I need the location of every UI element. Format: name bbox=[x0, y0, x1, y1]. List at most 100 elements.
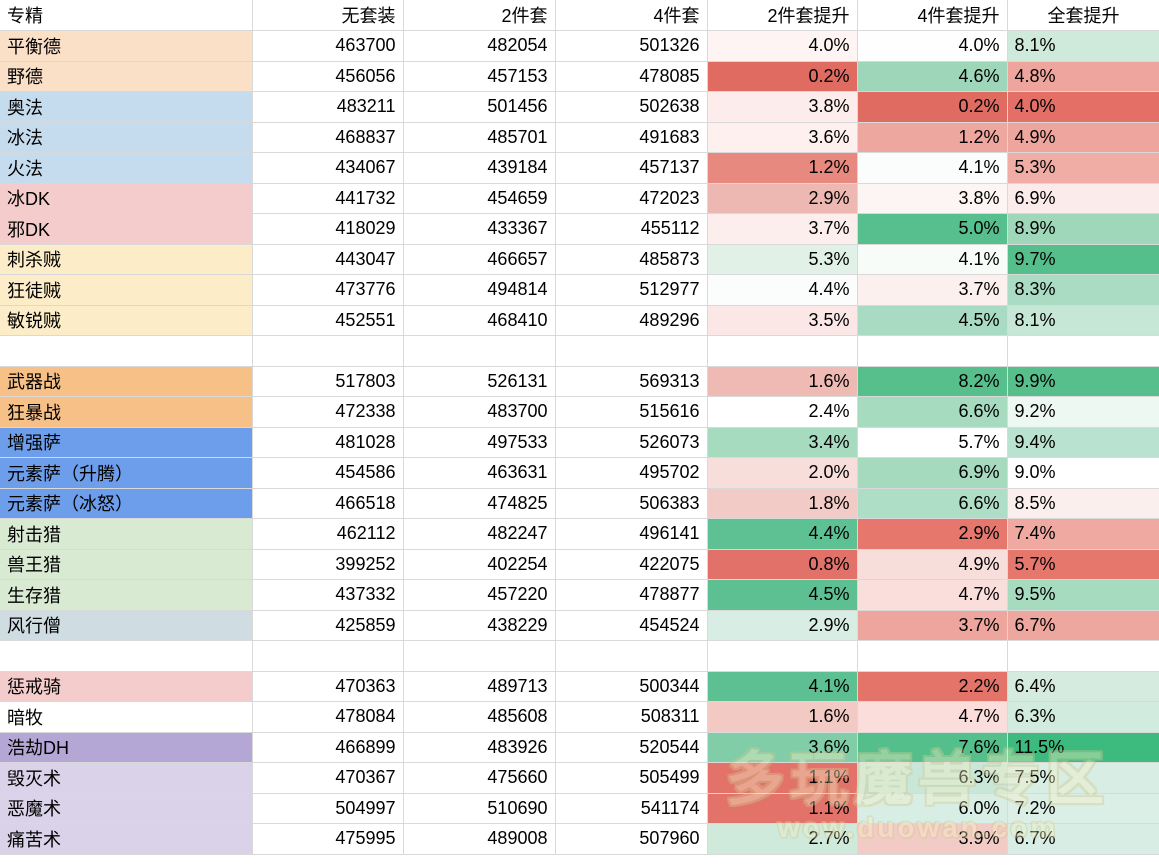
full-set-gain-cell[interactable]: 9.9% bbox=[1007, 366, 1159, 397]
four-set-gain-cell[interactable]: 5.0% bbox=[857, 213, 1008, 245]
two-set-gain-cell[interactable]: 1.6% bbox=[707, 366, 858, 397]
four-set-gain-cell[interactable]: 6.0% bbox=[857, 793, 1008, 824]
two-set-cell[interactable]: 510690 bbox=[403, 793, 556, 824]
no-set-cell[interactable]: 462112 bbox=[252, 518, 404, 550]
no-set-cell[interactable]: 443047 bbox=[252, 244, 404, 275]
four-set-cell[interactable]: 496141 bbox=[555, 518, 708, 550]
four-set-gain-cell[interactable]: 2.9% bbox=[857, 518, 1008, 550]
two-set-gain-cell[interactable]: 1.1% bbox=[707, 793, 858, 824]
spec-cell[interactable]: 敏锐贼 bbox=[0, 305, 253, 336]
two-set-cell[interactable]: 485608 bbox=[403, 701, 556, 733]
two-set-gain-cell[interactable]: 3.5% bbox=[707, 305, 858, 336]
column-header-four-set-gain[interactable]: 4件套提升 bbox=[857, 0, 1008, 31]
full-set-gain-cell[interactable]: 4.9% bbox=[1007, 122, 1159, 153]
four-set-gain-cell[interactable]: 4.6% bbox=[857, 61, 1008, 92]
no-set-cell[interactable]: 468837 bbox=[252, 122, 404, 153]
full-set-gain-cell[interactable]: 8.1% bbox=[1007, 305, 1159, 336]
no-set-cell[interactable]: 441732 bbox=[252, 183, 404, 214]
four-set-gain-cell[interactable]: 6.6% bbox=[857, 396, 1008, 428]
two-set-cell[interactable]: 483926 bbox=[403, 732, 556, 763]
full-set-gain-cell[interactable]: 7.2% bbox=[1007, 793, 1159, 824]
four-set-gain-cell[interactable]: 6.9% bbox=[857, 457, 1008, 489]
two-set-gain-cell[interactable]: 2.9% bbox=[707, 183, 858, 214]
two-set-cell[interactable]: 494814 bbox=[403, 274, 556, 306]
spec-cell[interactable]: 刺杀贼 bbox=[0, 244, 253, 275]
column-header-two-set-gain[interactable]: 2件套提升 bbox=[707, 0, 858, 31]
four-set-cell[interactable]: 455112 bbox=[555, 213, 708, 245]
no-set-cell[interactable]: 456056 bbox=[252, 61, 404, 92]
two-set-gain-cell[interactable]: 4.0% bbox=[707, 30, 858, 62]
four-set-gain-cell[interactable]: 4.1% bbox=[857, 152, 1008, 184]
four-set-cell[interactable]: 520544 bbox=[555, 732, 708, 763]
spec-cell[interactable]: 生存猎 bbox=[0, 579, 253, 611]
four-set-gain-cell[interactable]: 2.2% bbox=[857, 671, 1008, 702]
full-set-gain-cell[interactable]: 8.9% bbox=[1007, 213, 1159, 245]
no-set-cell[interactable]: 466518 bbox=[252, 488, 404, 519]
four-set-cell[interactable]: 508311 bbox=[555, 701, 708, 733]
spec-cell[interactable] bbox=[0, 640, 253, 672]
two-set-gain-cell[interactable]: 0.2% bbox=[707, 61, 858, 92]
four-set-cell[interactable]: 478085 bbox=[555, 61, 708, 92]
two-set-gain-cell[interactable]: 1.2% bbox=[707, 152, 858, 184]
spec-cell[interactable]: 增强萨 bbox=[0, 427, 253, 458]
two-set-gain-cell[interactable] bbox=[707, 640, 858, 672]
two-set-gain-cell[interactable]: 3.6% bbox=[707, 122, 858, 153]
column-header-four-set[interactable]: 4件套 bbox=[555, 0, 708, 31]
spec-cell[interactable] bbox=[0, 335, 253, 367]
two-set-cell[interactable]: 483700 bbox=[403, 396, 556, 428]
full-set-gain-cell[interactable]: 4.8% bbox=[1007, 61, 1159, 92]
two-set-cell[interactable]: 489713 bbox=[403, 671, 556, 702]
two-set-cell[interactable]: 466657 bbox=[403, 244, 556, 275]
spec-cell[interactable]: 奥法 bbox=[0, 91, 253, 123]
spec-cell[interactable]: 恶魔术 bbox=[0, 793, 253, 824]
four-set-gain-cell[interactable]: 3.9% bbox=[857, 823, 1008, 855]
full-set-gain-cell[interactable]: 11.5% bbox=[1007, 732, 1159, 763]
no-set-cell[interactable]: 399252 bbox=[252, 549, 404, 580]
spec-cell[interactable]: 火法 bbox=[0, 152, 253, 184]
four-set-gain-cell[interactable]: 8.2% bbox=[857, 366, 1008, 397]
two-set-gain-cell[interactable]: 3.7% bbox=[707, 213, 858, 245]
two-set-gain-cell[interactable]: 2.7% bbox=[707, 823, 858, 855]
full-set-gain-cell[interactable] bbox=[1007, 335, 1159, 367]
spec-cell[interactable]: 惩戒骑 bbox=[0, 671, 253, 702]
spec-cell[interactable]: 毁灭术 bbox=[0, 762, 253, 794]
four-set-cell[interactable]: 491683 bbox=[555, 122, 708, 153]
spec-cell[interactable]: 兽王猎 bbox=[0, 549, 253, 580]
two-set-cell[interactable]: 489008 bbox=[403, 823, 556, 855]
four-set-gain-cell[interactable]: 3.7% bbox=[857, 610, 1008, 641]
full-set-gain-cell[interactable]: 8.3% bbox=[1007, 274, 1159, 306]
no-set-cell[interactable]: 418029 bbox=[252, 213, 404, 245]
spec-cell[interactable]: 野德 bbox=[0, 61, 253, 92]
spec-cell[interactable]: 冰DK bbox=[0, 183, 253, 214]
two-set-gain-cell[interactable]: 3.8% bbox=[707, 91, 858, 123]
four-set-cell[interactable]: 506383 bbox=[555, 488, 708, 519]
two-set-gain-cell[interactable]: 2.4% bbox=[707, 396, 858, 428]
no-set-cell[interactable]: 470367 bbox=[252, 762, 404, 794]
two-set-cell[interactable]: 439184 bbox=[403, 152, 556, 184]
full-set-gain-cell[interactable]: 7.5% bbox=[1007, 762, 1159, 794]
full-set-gain-cell[interactable]: 5.3% bbox=[1007, 152, 1159, 184]
two-set-cell[interactable]: 454659 bbox=[403, 183, 556, 214]
two-set-cell[interactable]: 463631 bbox=[403, 457, 556, 489]
no-set-cell[interactable]: 434067 bbox=[252, 152, 404, 184]
two-set-gain-cell[interactable]: 1.1% bbox=[707, 762, 858, 794]
two-set-cell[interactable]: 438229 bbox=[403, 610, 556, 641]
two-set-cell[interactable]: 482247 bbox=[403, 518, 556, 550]
full-set-gain-cell[interactable] bbox=[1007, 640, 1159, 672]
two-set-gain-cell[interactable]: 4.1% bbox=[707, 671, 858, 702]
full-set-gain-cell[interactable]: 6.4% bbox=[1007, 671, 1159, 702]
two-set-gain-cell[interactable]: 1.8% bbox=[707, 488, 858, 519]
column-header-spec[interactable]: 专精 bbox=[0, 0, 253, 31]
four-set-cell[interactable] bbox=[555, 335, 708, 367]
full-set-gain-cell[interactable]: 4.0% bbox=[1007, 91, 1159, 123]
four-set-cell[interactable]: 489296 bbox=[555, 305, 708, 336]
full-set-gain-cell[interactable]: 8.5% bbox=[1007, 488, 1159, 519]
two-set-cell[interactable]: 433367 bbox=[403, 213, 556, 245]
four-set-gain-cell[interactable]: 4.5% bbox=[857, 305, 1008, 336]
full-set-gain-cell[interactable]: 6.7% bbox=[1007, 823, 1159, 855]
four-set-cell[interactable]: 495702 bbox=[555, 457, 708, 489]
four-set-cell[interactable]: 505499 bbox=[555, 762, 708, 794]
four-set-gain-cell[interactable]: 4.1% bbox=[857, 244, 1008, 275]
spec-cell[interactable]: 狂徒贼 bbox=[0, 274, 253, 306]
no-set-cell[interactable]: 481028 bbox=[252, 427, 404, 458]
